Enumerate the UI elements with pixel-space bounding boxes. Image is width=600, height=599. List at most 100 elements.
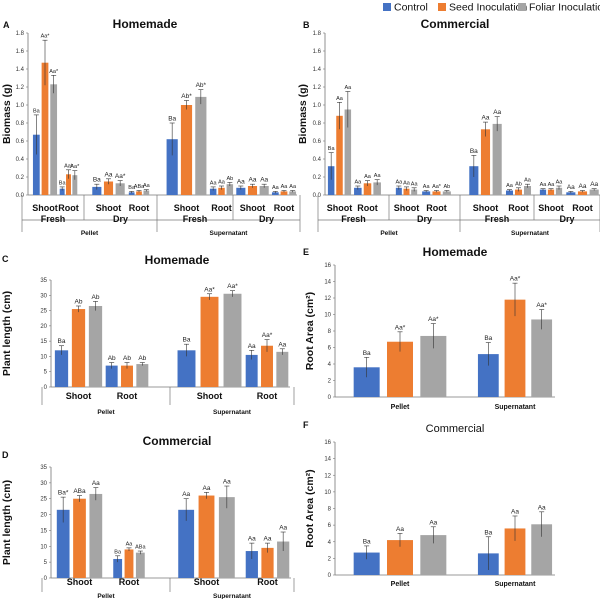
y-tick-label: 0.2 — [16, 175, 25, 181]
bar-b — [514, 189, 523, 195]
y-tick-label: 16 — [324, 440, 331, 446]
group-label-a: Fresh — [41, 214, 66, 224]
bar-a — [72, 175, 78, 195]
bar-c — [276, 351, 289, 387]
significance-label-b: Aa — [364, 174, 372, 180]
panel-title-a: Homemade — [113, 17, 178, 31]
category-label-a: Root — [274, 203, 295, 213]
bar-a — [32, 134, 40, 195]
legend-swatch-foliar — [518, 3, 526, 11]
significance-label-e: Ba — [484, 335, 492, 342]
significance-label-a: Aa — [281, 184, 289, 190]
category-label-b: Root — [357, 203, 378, 213]
category-label-b: Shoot — [538, 203, 564, 213]
panel-title-f: Commercial — [426, 423, 485, 435]
bar-b — [577, 191, 588, 195]
significance-label-c: Ab — [75, 298, 83, 305]
significance-label-b: Aa — [524, 178, 532, 184]
bar-b — [336, 115, 343, 195]
significance-label-f: Ba — [363, 538, 371, 545]
significance-label-b: Ba — [328, 146, 336, 152]
significance-label-c: Aa — [278, 341, 286, 348]
category-label-e: Supernatant — [495, 404, 537, 411]
bar-d — [178, 509, 195, 578]
panel-letter-f: F — [303, 420, 309, 430]
significance-label-b: Aa — [344, 85, 352, 91]
significance-label-a: Ab* — [196, 82, 207, 89]
y-tick-label: 0.0 — [313, 193, 322, 199]
significance-label-c: Ab — [138, 355, 146, 362]
bar-a — [50, 84, 58, 195]
significance-label-a: Ba — [59, 180, 67, 186]
bar-a — [128, 192, 135, 195]
bar-a — [180, 105, 193, 195]
bar-d — [124, 549, 134, 578]
bar-c — [223, 293, 242, 387]
category-label-b: Shoot — [394, 203, 420, 213]
category-label-a: Shoot — [174, 203, 200, 213]
y-tick-label: 10 — [324, 313, 331, 319]
y-tick-label: 12 — [324, 473, 331, 479]
significance-label-a: Aa — [218, 180, 226, 186]
group-label-a: Fresh — [183, 214, 208, 224]
bar-a — [92, 186, 102, 195]
significance-label-a: Aa* — [49, 69, 59, 75]
y-tick-label: 1.6 — [313, 49, 322, 55]
legend-swatch-seed — [438, 3, 446, 11]
significance-label-d: Aa — [248, 536, 256, 543]
bar-b — [442, 191, 451, 195]
group-label-b: Fresh — [485, 214, 510, 224]
panel-b-biomass-commercial: B Commercial Biomass (g) 0.0 0.2 0.4 0.6 0.8 1.0… — [297, 17, 600, 237]
significance-label-a: Aa* — [41, 34, 51, 40]
group-label-b: Dry — [417, 214, 432, 224]
significance-label-a: Ba — [93, 177, 101, 184]
category-label-c: Root — [257, 391, 278, 401]
category-label-d: Shoot — [194, 577, 220, 587]
y-tick-label: 15 — [40, 528, 47, 534]
bar-a — [136, 191, 142, 195]
panel-letter-a: A — [3, 20, 10, 30]
panel-title-c: Homemade — [145, 253, 210, 267]
bar-c — [88, 305, 103, 387]
category-label-c: Shoot — [66, 391, 92, 401]
top-group-label-b: Pellet — [380, 230, 398, 237]
y-tick-label: 2 — [328, 556, 332, 562]
y-tick-label: 25 — [40, 497, 47, 503]
significance-label-b: Aa* — [432, 184, 442, 190]
bar-b — [354, 187, 362, 195]
significance-label-a: Ba — [33, 108, 41, 114]
bar-a — [280, 191, 288, 195]
bar-b — [589, 189, 599, 195]
bar-c — [200, 296, 219, 387]
bar-d — [198, 495, 215, 578]
y-axis-label-e: Root Area (cm²) — [304, 292, 316, 370]
y-tick-label: 5 — [44, 370, 48, 376]
significance-label-d: Aa — [279, 525, 287, 532]
significance-label-b: Aa — [354, 180, 362, 186]
legend-label-foliar: Foliar Inoculation — [529, 2, 600, 14]
group-label-d: Pellet — [97, 593, 115, 599]
bar-c — [54, 350, 69, 387]
group-label-b: Dry — [559, 214, 574, 224]
significance-label-a: Ba — [128, 185, 136, 191]
bar-d — [245, 551, 258, 578]
significance-label-a: Aa* — [70, 164, 80, 170]
significance-label-c: Ba — [58, 338, 66, 345]
y-tick-label: 0 — [328, 395, 332, 401]
y-tick-label: 0.2 — [313, 175, 322, 181]
category-label-a: Root — [211, 203, 232, 213]
bar-f — [353, 552, 380, 575]
bar-b — [432, 191, 441, 195]
significance-label-a: Ba — [168, 116, 176, 123]
y-tick-label: 10 — [40, 354, 47, 360]
bar-b — [411, 189, 418, 195]
significance-label-b: Aa — [590, 181, 598, 188]
significance-label-a: Aa — [143, 183, 151, 189]
bar-c — [121, 365, 133, 387]
y-tick-label: 0.6 — [16, 139, 25, 145]
y-tick-label: 10 — [40, 544, 47, 550]
bar-a — [247, 186, 258, 195]
y-tick-label: 2 — [328, 379, 332, 385]
category-label-f: Pellet — [391, 581, 410, 588]
significance-label-b: Aa — [395, 180, 403, 186]
